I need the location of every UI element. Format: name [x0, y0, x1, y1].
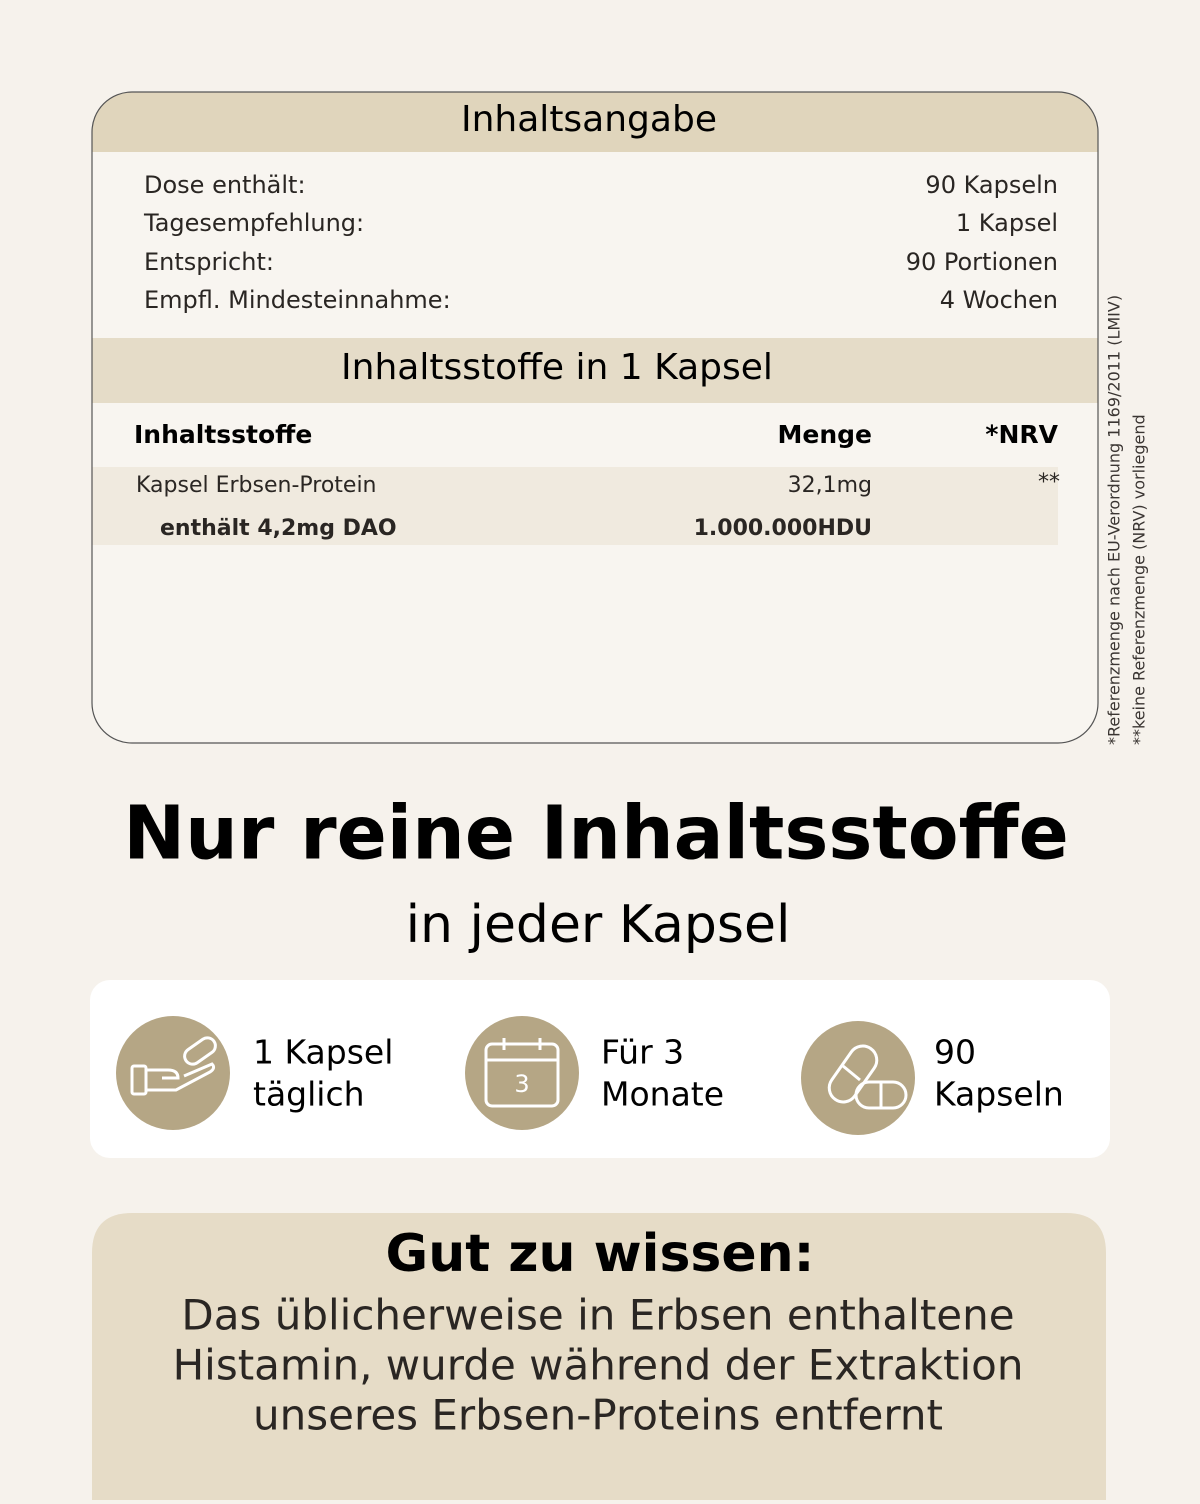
row-label: Tagesempfehlung:: [143, 209, 364, 237]
info-title: Gut zu wissen:: [386, 1224, 815, 1284]
headline: Nur reine Inhaltsstoffe: [123, 791, 1069, 877]
panel-border: [91, 91, 1099, 744]
row-label: Entspricht:: [144, 248, 274, 276]
footnote: **keine Referenzmenge (NRV) vorliegend: [1130, 414, 1149, 745]
feature-text: 1 Kapsel: [253, 1033, 393, 1072]
info-line: Histamin, wurde während der Extraktion: [173, 1341, 1024, 1390]
header-cell: *NRV: [985, 420, 1058, 449]
ingredients-rows: Kapsel Erbsen-Protein 32,1mg ** enthält …: [136, 470, 1060, 541]
capsule-icon: [827, 1044, 908, 1110]
footnote: *Referenzmenge nach EU-Verordnung 1169/2…: [1105, 295, 1124, 745]
feature-text: Monate: [601, 1075, 724, 1114]
feature-text: Für 3: [601, 1033, 684, 1072]
feature: 90 Kapseln: [801, 1021, 1064, 1135]
row-label: Empfl. Mindesteinnahme:: [144, 286, 451, 314]
row-value: 90 Portionen: [906, 248, 1058, 276]
feature: 3 Für 3 Monate: [465, 1016, 724, 1130]
icon-circle: [116, 1016, 230, 1130]
row-label: Dose enthält:: [144, 171, 306, 199]
hand-icon: [130, 1036, 217, 1096]
feature: 1 Kapsel täglich: [116, 1016, 393, 1130]
feature-text: täglich: [253, 1075, 365, 1114]
cell: 32,1mg: [788, 473, 872, 498]
cell: enthält 4,2mg DAO: [160, 516, 397, 541]
ingredients-header: Inhaltsstoffe Menge *NRV: [134, 420, 1059, 449]
info-box: [92, 1213, 1106, 1500]
calendar-icon: [484, 1038, 560, 1108]
feature-text: Kapseln: [934, 1075, 1064, 1114]
header-cell: Inhaltsstoffe: [134, 420, 312, 449]
row-value: 1 Kapsel: [956, 209, 1058, 237]
header-cell: Menge: [778, 420, 872, 449]
footnotes: *Referenzmenge nach EU-Verordnung 1169/2…: [1105, 295, 1149, 745]
cell: Kapsel Erbsen-Protein: [136, 473, 377, 498]
contents-title: Inhaltsangabe: [461, 99, 717, 140]
info-line: unseres Erbsen-Proteins entfernt: [253, 1391, 943, 1440]
cell: **: [1038, 470, 1060, 495]
ingredients-title: Inhaltsstoffe in 1 Kapsel: [341, 347, 773, 388]
cell: 1.000.000HDU: [694, 516, 872, 541]
panel-bands: [92, 92, 1098, 743]
feature-text: 90: [934, 1033, 976, 1072]
subheadline: in jeder Kapsel: [406, 895, 791, 955]
info-text: Das üblicherweise in Erbsen enthaltene H…: [173, 1291, 1024, 1440]
row-value: 4 Wochen: [940, 286, 1058, 314]
calendar-number: 3: [514, 1070, 529, 1098]
info-line: Das üblicherweise in Erbsen enthaltene: [181, 1291, 1014, 1340]
row-value: 90 Kapseln: [925, 171, 1058, 199]
contents-table: Dose enthält: 90 Kapseln Tagesempfehlung…: [143, 171, 1058, 314]
